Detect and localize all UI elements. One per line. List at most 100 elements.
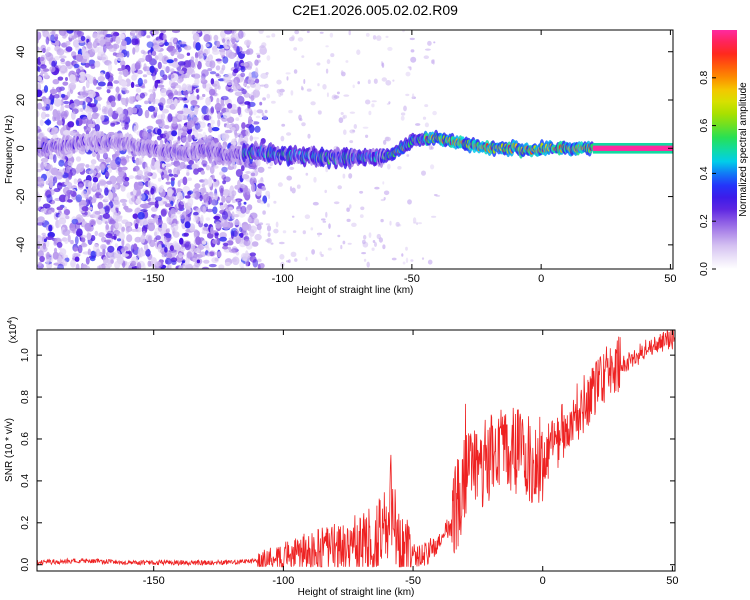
noise-blob	[214, 102, 222, 112]
noise-blob	[430, 146, 434, 150]
noise-blob	[218, 171, 225, 176]
noise-blob	[249, 252, 256, 257]
noise-blob	[225, 124, 233, 129]
noise-blob	[258, 30, 264, 34]
noise-blob	[244, 39, 252, 46]
noise-blob	[289, 186, 293, 192]
noise-blob	[253, 109, 257, 116]
noise-blob	[245, 171, 252, 174]
noise-blob	[223, 134, 230, 139]
noise-blob	[136, 169, 143, 177]
noise-blob	[165, 233, 172, 239]
noise-blob	[186, 52, 191, 56]
noise-blob	[343, 129, 347, 135]
noise-blob	[137, 252, 142, 258]
noise-blob	[187, 177, 192, 181]
noise-blob	[125, 97, 129, 105]
noise-blob	[58, 30, 67, 36]
noise-blob	[212, 49, 220, 55]
colorbar-tick-label: 0.0	[699, 262, 710, 276]
noise-blob	[94, 124, 100, 132]
noise-blob	[173, 231, 180, 238]
noise-blob	[186, 172, 190, 176]
noise-blob	[156, 135, 163, 141]
noise-blob	[376, 35, 382, 41]
noise-blob	[222, 221, 231, 230]
noise-blob	[140, 209, 148, 212]
noise-blob	[177, 53, 185, 59]
noise-blob	[38, 261, 42, 267]
noise-blob	[351, 222, 357, 227]
noise-blob	[310, 101, 316, 106]
y-tick-label: 40	[15, 46, 27, 58]
noise-blob	[117, 166, 123, 173]
noise-blob	[211, 257, 219, 264]
noise-blob	[89, 169, 97, 176]
noise-blob	[144, 100, 149, 105]
noise-blob	[267, 232, 271, 238]
noise-blob	[219, 202, 224, 206]
noise-blob	[280, 135, 285, 142]
noise-blob	[427, 40, 432, 46]
noise-blob	[232, 219, 241, 226]
noise-blob	[96, 86, 102, 90]
noise-blob	[82, 116, 89, 124]
noise-blob	[286, 132, 292, 136]
noise-blob	[214, 232, 219, 236]
noise-blob	[121, 253, 130, 257]
noise-blob	[124, 121, 129, 130]
noise-blob	[423, 55, 429, 59]
noise-blob	[362, 239, 366, 245]
noise-blob	[200, 214, 204, 224]
noise-blob	[62, 129, 71, 136]
noise-blob	[42, 203, 51, 209]
noise-blob	[405, 246, 408, 251]
noise-blob	[39, 245, 48, 253]
noise-blob	[171, 130, 178, 137]
noise-blob	[422, 116, 427, 120]
noise-blob	[240, 72, 246, 78]
noise-blob	[416, 222, 419, 226]
noise-blob	[112, 209, 118, 218]
noise-blob	[324, 189, 328, 194]
noise-blob	[137, 77, 143, 87]
noise-blob	[210, 78, 215, 85]
noise-blob	[213, 165, 219, 169]
spectrogram-plot	[37, 30, 673, 269]
noise-blob	[159, 69, 165, 78]
noise-blob	[183, 232, 189, 237]
noise-blob	[63, 100, 70, 105]
noise-blob	[69, 130, 77, 136]
noise-blob	[43, 98, 47, 108]
noise-blob	[84, 62, 90, 68]
noise-blob	[297, 37, 304, 42]
noise-blob	[172, 117, 178, 124]
noise-blob	[276, 79, 282, 85]
noise-blob	[164, 203, 172, 208]
noise-blob	[374, 242, 377, 247]
noise-blob	[219, 49, 226, 57]
noise-blob	[230, 103, 237, 110]
noise-blob	[289, 166, 295, 170]
noise-blob	[178, 265, 186, 269]
y-tick-label: 1.0	[20, 348, 31, 362]
noise-blob	[365, 99, 371, 105]
noise-blob	[265, 223, 271, 226]
noise-blob	[237, 200, 242, 207]
noise-blob	[266, 237, 272, 244]
noise-blob	[152, 50, 157, 57]
noise-blob	[122, 69, 129, 77]
noise-blob	[143, 175, 149, 183]
noise-blob	[290, 251, 297, 257]
noise-blob	[293, 69, 298, 74]
noise-blob	[368, 110, 372, 116]
noise-blob	[170, 223, 179, 232]
noise-blob	[88, 103, 97, 108]
noise-blob	[209, 71, 217, 75]
noise-blob	[44, 72, 49, 79]
noise-blob	[177, 61, 186, 66]
noise-blob	[348, 30, 351, 36]
noise-blob	[39, 79, 44, 84]
noise-blob	[81, 206, 89, 212]
noise-blob	[74, 256, 80, 262]
